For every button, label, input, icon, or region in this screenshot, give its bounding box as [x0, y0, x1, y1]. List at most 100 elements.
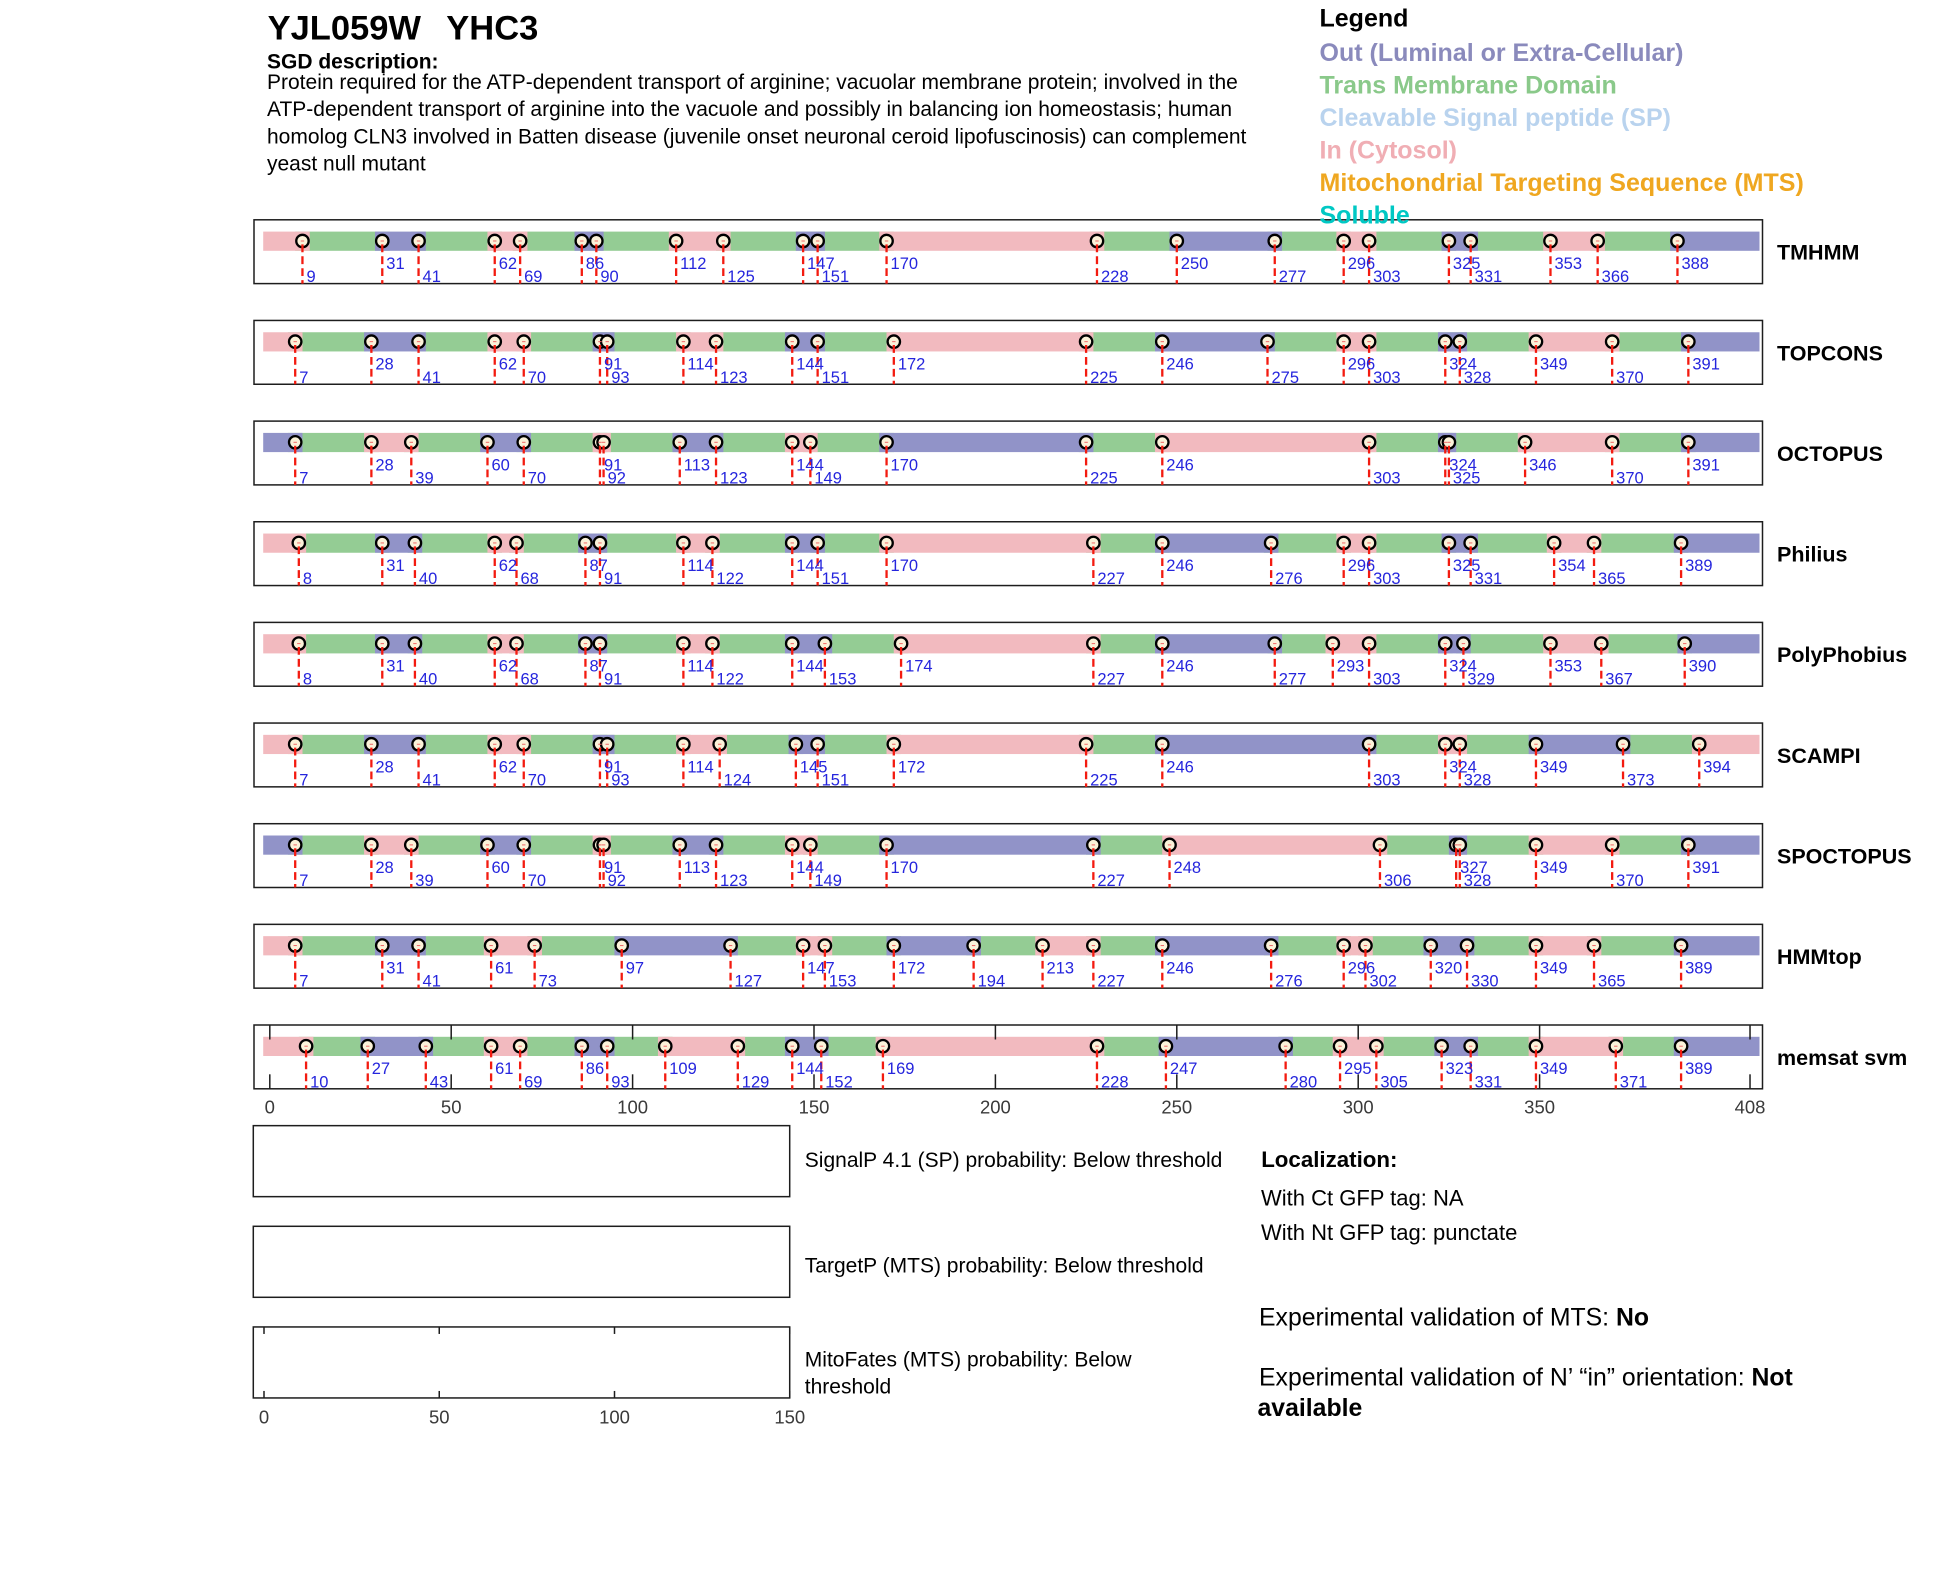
svg-text:114: 114: [687, 557, 713, 575]
svg-text:70: 70: [528, 469, 546, 487]
svg-text:328: 328: [1464, 771, 1492, 789]
svg-text:390: 390: [1689, 658, 1717, 676]
svg-text:TMHMM: TMHMM: [1777, 241, 1859, 265]
svg-text:127: 127: [735, 973, 763, 991]
svg-text:Legend: Legend: [1320, 4, 1409, 32]
svg-text:31: 31: [386, 658, 404, 676]
svg-text:170: 170: [891, 255, 919, 273]
svg-text:41: 41: [423, 973, 441, 991]
svg-text:50: 50: [441, 1097, 462, 1118]
svg-text:91: 91: [604, 570, 622, 588]
svg-text:170: 170: [891, 557, 919, 575]
svg-text:93: 93: [611, 1073, 629, 1091]
svg-text:275: 275: [1272, 369, 1300, 387]
svg-text:327: 327: [1460, 859, 1488, 877]
svg-text:40: 40: [419, 570, 437, 588]
svg-text:73: 73: [539, 973, 557, 991]
svg-text:150: 150: [774, 1406, 805, 1427]
svg-text:123: 123: [720, 469, 748, 487]
svg-text:389: 389: [1685, 557, 1713, 575]
svg-text:144: 144: [796, 356, 824, 374]
svg-text:329: 329: [1467, 671, 1495, 689]
svg-text:250: 250: [1161, 1097, 1192, 1118]
svg-text:91: 91: [604, 356, 622, 374]
svg-text:365: 365: [1598, 570, 1626, 588]
svg-text:302: 302: [1369, 973, 1397, 991]
svg-text:122: 122: [716, 570, 744, 588]
svg-text:246: 246: [1166, 658, 1194, 676]
svg-text:365: 365: [1598, 973, 1626, 991]
svg-text:394: 394: [1703, 758, 1731, 776]
svg-text:169: 169: [887, 1060, 915, 1078]
svg-text:391: 391: [1692, 456, 1720, 474]
svg-text:MitoFates (MTS) probability: B: MitoFates (MTS) probability: Below: [805, 1349, 1133, 1372]
svg-text:296: 296: [1348, 960, 1376, 978]
svg-text:295: 295: [1344, 1060, 1372, 1078]
svg-text:86: 86: [586, 1060, 604, 1078]
svg-text:145: 145: [800, 758, 828, 776]
svg-text:40: 40: [419, 671, 437, 689]
svg-text:Localization:: Localization:: [1261, 1147, 1397, 1172]
svg-text:328: 328: [1464, 369, 1492, 387]
svg-text:246: 246: [1166, 557, 1194, 575]
svg-text:7: 7: [299, 973, 308, 991]
svg-text:391: 391: [1692, 356, 1720, 374]
svg-text:homolog CLN3 involved in Batte: homolog CLN3 involved in Batten disease …: [267, 125, 1247, 148]
svg-text:324: 324: [1449, 658, 1477, 676]
svg-text:170: 170: [891, 456, 919, 474]
svg-text:SPOCTOPUS: SPOCTOPUS: [1777, 845, 1912, 869]
svg-text:276: 276: [1275, 570, 1303, 588]
svg-text:170: 170: [891, 859, 919, 877]
svg-text:28: 28: [375, 859, 393, 877]
svg-text:With Ct GFP tag: NA: With Ct GFP tag: NA: [1261, 1185, 1464, 1210]
svg-text:61: 61: [495, 960, 513, 978]
svg-text:PolyPhobius: PolyPhobius: [1777, 643, 1907, 667]
svg-text:174: 174: [905, 658, 933, 676]
svg-text:328: 328: [1464, 872, 1492, 890]
svg-text:389: 389: [1685, 960, 1713, 978]
svg-text:Trans Membrane Domain: Trans Membrane Domain: [1320, 71, 1617, 99]
svg-text:144: 144: [796, 456, 824, 474]
svg-text:SCAMPI: SCAMPI: [1777, 744, 1861, 768]
svg-text:7: 7: [299, 872, 308, 890]
svg-text:389: 389: [1685, 1060, 1713, 1078]
svg-text:149: 149: [814, 469, 842, 487]
svg-text:Experimental validation of N’: Experimental validation of N’ “in” orien…: [1259, 1364, 1793, 1391]
svg-text:125: 125: [727, 268, 755, 286]
svg-text:122: 122: [716, 671, 744, 689]
svg-text:113: 113: [684, 456, 710, 474]
svg-text:225: 225: [1090, 369, 1118, 387]
svg-text:349: 349: [1540, 859, 1568, 877]
svg-text:370: 370: [1616, 469, 1644, 487]
svg-text:62: 62: [499, 758, 517, 776]
svg-text:325: 325: [1453, 557, 1481, 575]
svg-text:112: 112: [680, 255, 706, 273]
svg-text:60: 60: [491, 859, 509, 877]
svg-text:151: 151: [822, 369, 850, 387]
svg-text:27: 27: [372, 1060, 390, 1078]
svg-text:HMMtop: HMMtop: [1777, 945, 1862, 969]
svg-text:93: 93: [611, 369, 629, 387]
svg-text:296: 296: [1348, 356, 1376, 374]
svg-text:114: 114: [687, 658, 713, 676]
svg-text:60: 60: [491, 456, 509, 474]
svg-text:388: 388: [1681, 255, 1709, 273]
svg-text:303: 303: [1373, 771, 1401, 789]
svg-text:277: 277: [1279, 671, 1307, 689]
svg-text:246: 246: [1166, 758, 1194, 776]
svg-text:303: 303: [1373, 268, 1401, 286]
svg-text:296: 296: [1348, 255, 1376, 273]
svg-text:69: 69: [524, 268, 542, 286]
svg-text:349: 349: [1540, 1060, 1568, 1078]
svg-text:227: 227: [1097, 872, 1125, 890]
svg-text:330: 330: [1471, 973, 1499, 991]
svg-text:109: 109: [669, 1060, 697, 1078]
svg-text:354: 354: [1558, 557, 1586, 575]
svg-text:225: 225: [1090, 469, 1118, 487]
svg-text:39: 39: [415, 469, 433, 487]
svg-text:147: 147: [807, 960, 835, 978]
svg-text:227: 227: [1097, 973, 1125, 991]
svg-text:Mitochondrial Targeting Sequen: Mitochondrial Targeting Sequence (MTS): [1320, 169, 1804, 197]
svg-text:370: 370: [1616, 369, 1644, 387]
svg-text:153: 153: [829, 973, 857, 991]
